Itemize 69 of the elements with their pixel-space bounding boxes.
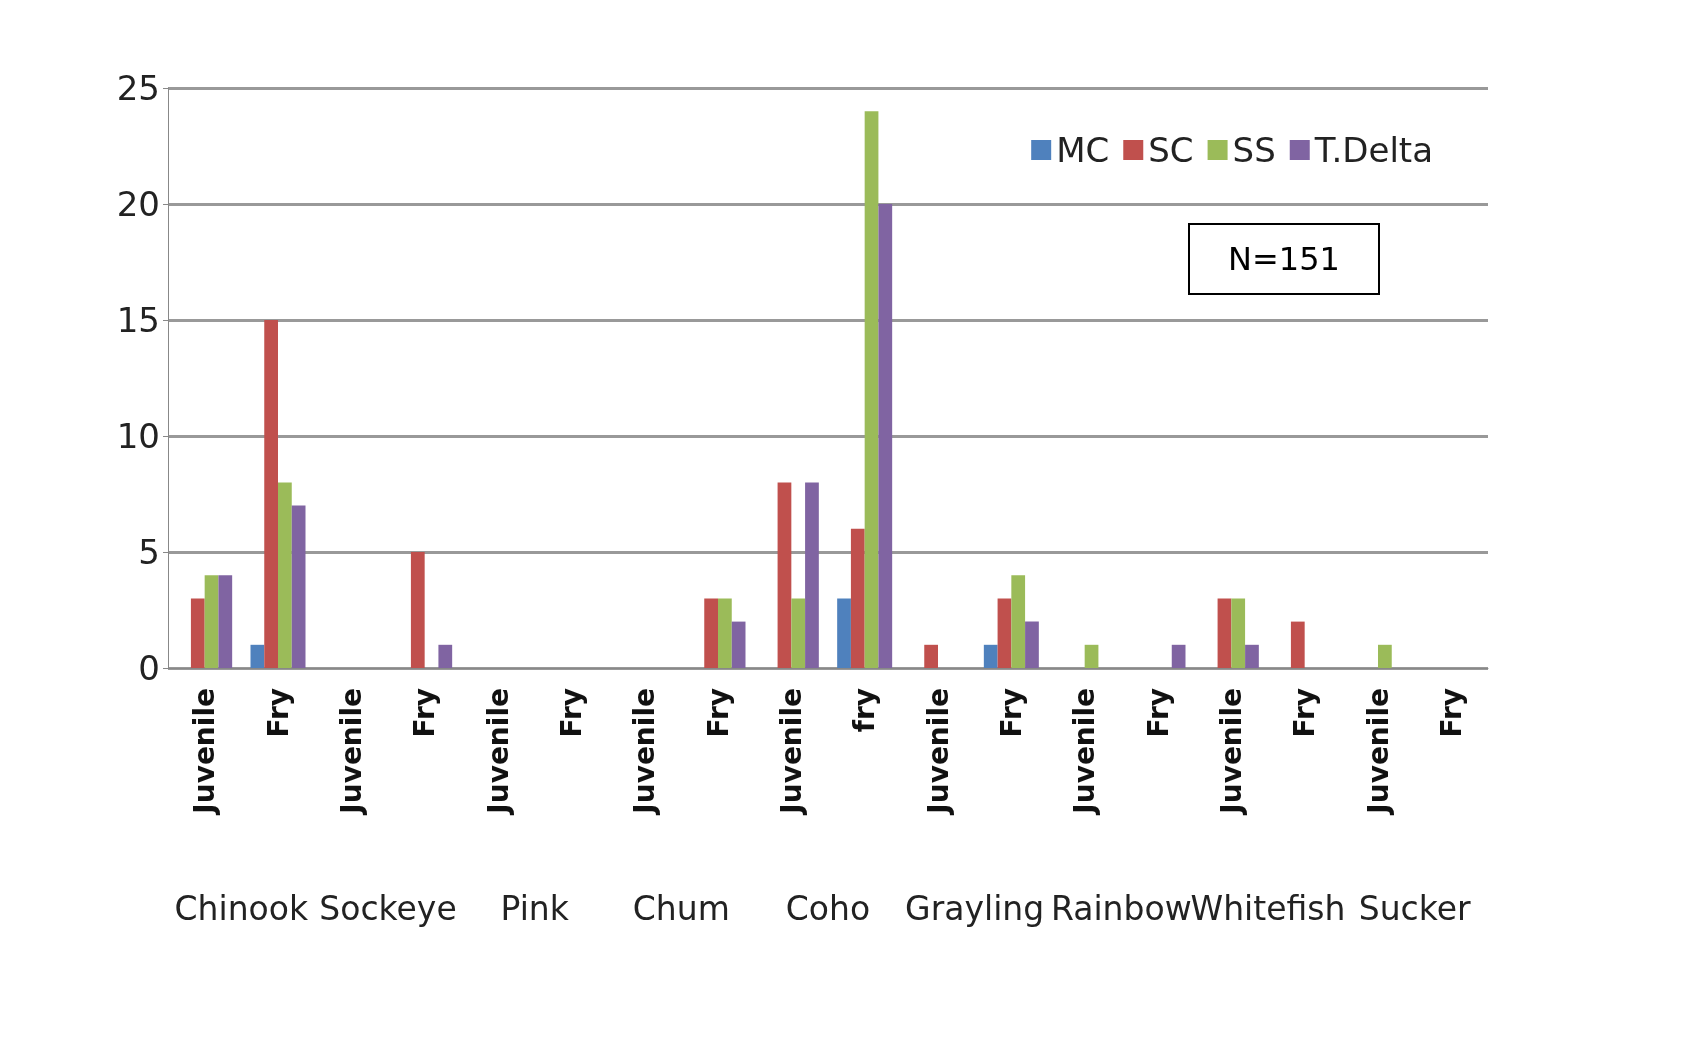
x-tick-label: Fry bbox=[554, 688, 588, 738]
bar bbox=[1171, 644, 1186, 668]
text: Chum bbox=[632, 888, 730, 928]
y-tick-label: 0 bbox=[138, 648, 160, 688]
bar bbox=[218, 575, 233, 668]
bar bbox=[924, 644, 938, 668]
x-tick-label: Juvenile bbox=[1214, 688, 1248, 816]
bar bbox=[410, 552, 425, 668]
legend-label: MC bbox=[1056, 130, 1110, 170]
bar bbox=[837, 598, 851, 668]
bar bbox=[1378, 644, 1392, 668]
x-tick-label: Fry bbox=[1141, 688, 1175, 738]
x-tick-label: Juvenile bbox=[188, 688, 222, 816]
y-tick-label: 25 bbox=[116, 68, 160, 108]
bar bbox=[438, 644, 453, 668]
text: Rainbow bbox=[1051, 888, 1192, 928]
x-tick-label: Juvenile bbox=[481, 688, 515, 816]
bar bbox=[997, 598, 1012, 668]
text: Coho bbox=[785, 888, 871, 928]
y-tick-label: 10 bbox=[116, 416, 160, 456]
text: Chinook bbox=[174, 888, 309, 928]
annotation: N=151 bbox=[1228, 240, 1340, 278]
legend-label: SS bbox=[1232, 130, 1276, 170]
x-tick-label: Fry bbox=[994, 688, 1028, 738]
x-tick-label: Juvenile bbox=[921, 688, 955, 816]
bar bbox=[250, 644, 265, 668]
bar bbox=[1290, 621, 1305, 668]
text: Grayling bbox=[905, 888, 1045, 928]
x-tick-label: Juvenile bbox=[1068, 688, 1102, 816]
y-tick-label: 15 bbox=[116, 300, 160, 340]
text: Pink bbox=[500, 888, 570, 928]
text: Whitefish bbox=[1190, 888, 1346, 928]
x-tick-label: Fry bbox=[701, 688, 735, 738]
bar bbox=[291, 505, 306, 668]
text: Sucker bbox=[1358, 888, 1471, 928]
bar bbox=[718, 598, 732, 668]
bar bbox=[878, 204, 893, 668]
x-tick-label: Juvenile bbox=[334, 688, 368, 816]
bar bbox=[864, 111, 879, 668]
bar bbox=[791, 598, 806, 668]
x-tick-label: Juvenile bbox=[1361, 688, 1395, 816]
bar bbox=[777, 482, 792, 668]
bar bbox=[704, 598, 718, 668]
x-tick-label: Fry bbox=[408, 688, 442, 738]
y-tick-label: 5 bbox=[138, 532, 160, 572]
bar bbox=[1011, 575, 1026, 668]
x-tick-label: Fry bbox=[1434, 688, 1468, 738]
bar bbox=[1231, 598, 1246, 668]
bar bbox=[204, 575, 219, 668]
x-tick-label: Fry bbox=[1288, 688, 1322, 738]
bar bbox=[1025, 621, 1039, 668]
y-tick-label: 20 bbox=[116, 184, 160, 224]
x-tick-label: Juvenile bbox=[774, 688, 808, 816]
bar bbox=[731, 621, 746, 668]
bar bbox=[264, 320, 278, 668]
legend-label: SC bbox=[1148, 130, 1194, 170]
bar bbox=[1084, 644, 1099, 668]
legend-label: T.Delta bbox=[1313, 130, 1434, 170]
bar bbox=[190, 598, 205, 668]
bar bbox=[805, 482, 819, 668]
bar bbox=[1245, 644, 1259, 668]
x-tick-label: fry bbox=[848, 688, 882, 733]
x-tick-label: Fry bbox=[261, 688, 295, 738]
text: Sockeye bbox=[319, 888, 457, 928]
bar bbox=[983, 644, 998, 668]
bar bbox=[1217, 598, 1232, 668]
bar bbox=[278, 482, 292, 668]
x-tick-label: Juvenile bbox=[628, 688, 662, 816]
bar bbox=[850, 528, 865, 668]
